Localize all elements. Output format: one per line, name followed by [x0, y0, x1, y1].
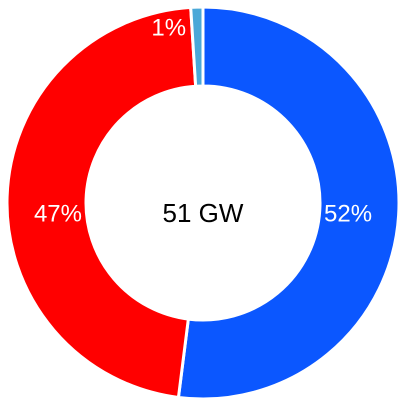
slices-layer [5, 5, 401, 401]
center-total-label: 51 GW [163, 198, 244, 228]
labels-layer: 52% 47% 1% [34, 15, 372, 228]
donut-slice-3 [189, 5, 205, 88]
donut-slice-2 [5, 5, 198, 400]
slice-label-2: 47% [34, 200, 82, 227]
donut-slice-1 [176, 5, 401, 401]
slice-label-1: 52% [324, 200, 372, 227]
slice-label-3: 1% [151, 15, 186, 42]
